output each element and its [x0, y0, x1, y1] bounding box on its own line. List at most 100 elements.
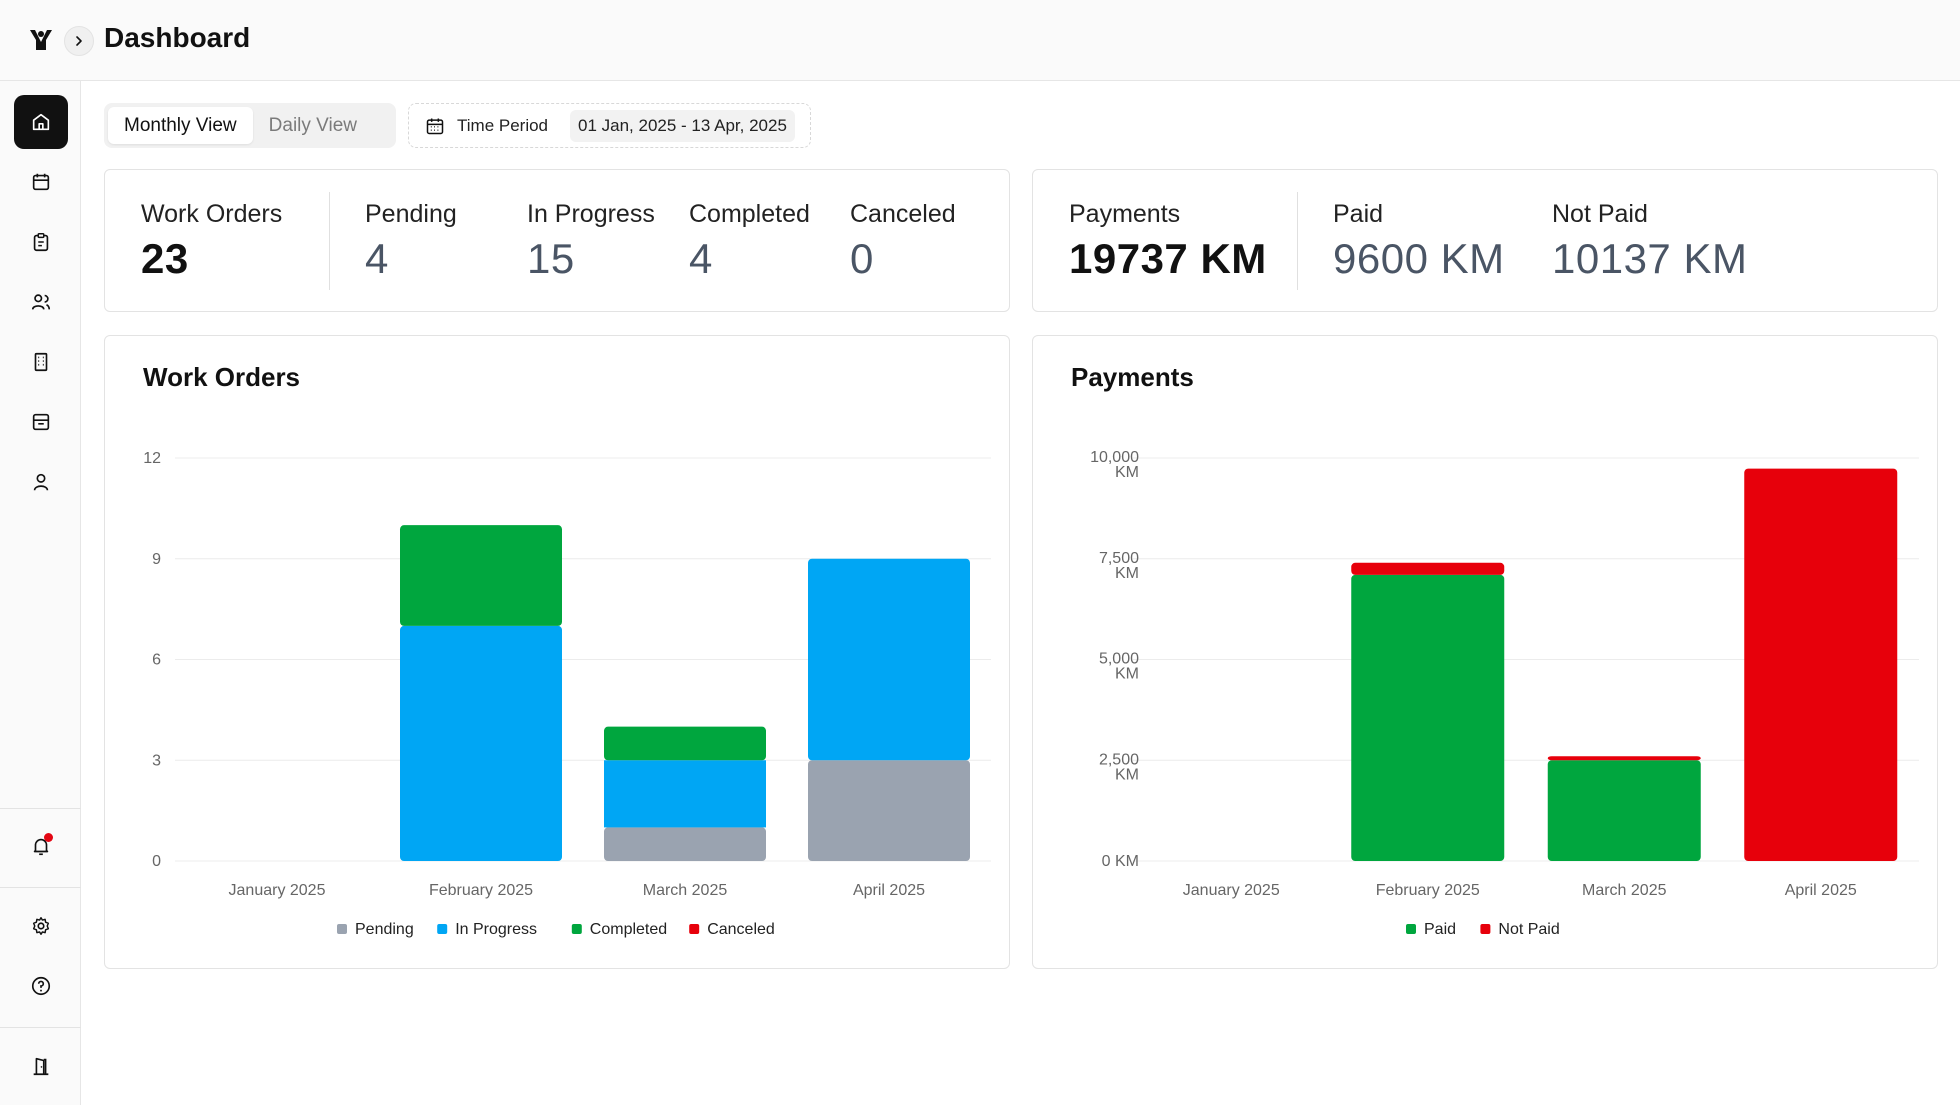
x-tick-label: April 2025	[853, 882, 925, 899]
legend-label[interactable]: Paid	[1424, 921, 1456, 938]
bar-segment[interactable]	[808, 558, 970, 761]
x-tick-label: March 2025	[1582, 882, 1667, 899]
stat-value: 4	[365, 235, 389, 282]
sidebar-item-profile[interactable]	[14, 455, 68, 509]
sidebar-item-calendar[interactable]	[14, 155, 68, 209]
home-icon	[32, 113, 50, 131]
y-tick-label: 0	[152, 853, 161, 870]
app-logo-icon[interactable]	[26, 26, 56, 54]
time-period-value[interactable]: 01 Jan, 2025 - 13 Apr, 2025	[570, 109, 795, 142]
payments-summary-card: Payments 19737 KM Paid 9600 KM Not Paid …	[1032, 169, 1938, 312]
stat-label: Payments	[1069, 200, 1181, 228]
logout-door-icon	[33, 1057, 49, 1076]
sidebar-item-buildings[interactable]	[14, 335, 68, 389]
help-button[interactable]	[14, 959, 68, 1013]
work-orders-chart: 0 3 6 9 12 January 2025 February 2025 March 202…	[143, 450, 991, 938]
x-tick-label: January 2025	[229, 882, 326, 899]
y-tick-label: 10,000 KM	[1090, 449, 1139, 481]
legend-label[interactable]: Completed	[590, 921, 667, 938]
stat-label: Completed	[689, 200, 810, 228]
legend-label[interactable]: In Progress	[455, 921, 537, 938]
notification-dot	[44, 833, 53, 842]
stat-not-paid: Not Paid 10137 KM	[1552, 200, 1747, 283]
stat-label: Not Paid	[1552, 200, 1648, 228]
legend-swatch	[689, 924, 700, 934]
bell-icon	[33, 838, 49, 856]
bar-segment[interactable]	[1547, 756, 1701, 761]
sidebar-divider	[0, 887, 81, 888]
settings-button[interactable]	[14, 899, 68, 953]
x-tick-label: February 2025	[1376, 882, 1480, 899]
bar-segment[interactable]	[400, 625, 562, 861]
logout-button[interactable]	[14, 1039, 68, 1093]
page-title: Dashboard	[104, 22, 251, 53]
y-tick-label: 7,500 KM	[1099, 550, 1139, 582]
clipboard-icon	[33, 233, 49, 252]
legend-label[interactable]: Canceled	[707, 921, 775, 938]
stat-completed: Completed 4	[689, 200, 810, 283]
building-icon	[34, 352, 48, 372]
archive-icon	[32, 413, 50, 431]
sidebar-divider	[0, 1027, 81, 1028]
y-tick-label: 3	[152, 752, 161, 769]
payments-chart-card: Payments 0 KM 2,500 KM 5,000 KM 7,500 KM 10,000…	[1032, 335, 1938, 969]
x-tick-label: April 2025	[1785, 882, 1857, 899]
stat-value: 9600 KM	[1333, 235, 1505, 282]
legend-label[interactable]: Not Paid	[1498, 921, 1559, 938]
payments-total: Payments 19737 KM	[1069, 200, 1267, 283]
stat-in-progress: In Progress 15	[527, 200, 655, 283]
legend-swatch	[1480, 924, 1491, 934]
bar-segment[interactable]	[400, 525, 562, 626]
sidebar	[0, 81, 81, 1105]
sidebar-item-archive[interactable]	[14, 395, 68, 449]
bar-segment[interactable]	[1744, 468, 1898, 861]
legend-label[interactable]: Pending	[355, 921, 414, 938]
notifications-button[interactable]	[14, 819, 68, 873]
work-orders-summary-card: Work Orders 23 Pending 4 In Progress 15 …	[104, 169, 1010, 312]
sidebar-divider	[0, 808, 81, 809]
sidebar-toggle-button[interactable]	[64, 26, 94, 56]
x-tick-label: March 2025	[643, 882, 728, 899]
stat-label: Work Orders	[141, 200, 283, 228]
stat-pending: Pending 4	[365, 200, 457, 283]
view-toggle: Monthly View Daily View	[104, 103, 396, 148]
chevron-right-icon	[76, 36, 82, 46]
daily-view-button[interactable]: Daily View	[268, 114, 358, 136]
user-icon	[33, 473, 49, 491]
bar-segment[interactable]	[604, 760, 766, 828]
bar-segment[interactable]	[1351, 562, 1505, 575]
settings-icon	[32, 917, 50, 935]
bar-segment[interactable]	[604, 827, 766, 861]
sidebar-item-work-orders[interactable]	[14, 215, 68, 269]
y-tick-label: 6	[152, 652, 161, 669]
bar-segment[interactable]	[1547, 760, 1701, 861]
y-tick-label: 2,500 KM	[1099, 751, 1139, 783]
x-tick-label: January 2025	[1183, 882, 1280, 899]
y-tick-label: 9	[152, 551, 161, 568]
monthly-view-button[interactable]: Monthly View	[108, 107, 253, 144]
bar-segment[interactable]	[604, 726, 766, 761]
top-bar: Dashboard	[0, 0, 1960, 81]
calendar-icon	[426, 118, 444, 134]
stat-value: 23	[141, 235, 189, 282]
stat-paid: Paid 9600 KM	[1333, 200, 1505, 283]
stat-canceled: Canceled 0	[850, 200, 956, 283]
sidebar-item-users[interactable]	[14, 275, 68, 329]
work-orders-total: Work Orders 23	[141, 200, 282, 283]
stat-value: 15	[527, 235, 575, 282]
chart-title: Work Orders	[143, 362, 301, 392]
stat-label: Paid	[1333, 200, 1384, 228]
bar-segment[interactable]	[808, 760, 970, 861]
time-period-picker[interactable]: Time Period 01 Jan, 2025 - 13 Apr, 2025	[408, 103, 811, 148]
users-icon	[31, 294, 51, 310]
legend-swatch	[1406, 924, 1416, 934]
help-icon	[31, 976, 51, 996]
work-orders-chart-card: Work Orders 0 3 6 9 12 January 2025 February 2…	[104, 335, 1010, 969]
stat-label: Canceled	[850, 200, 956, 228]
stat-value: 4	[689, 235, 713, 282]
y-tick-label: 5,000 KM	[1099, 651, 1139, 683]
summary-divider	[1297, 192, 1298, 290]
sidebar-item-home[interactable]	[14, 95, 68, 149]
y-tick-label: 0 KM	[1102, 853, 1139, 870]
bar-segment[interactable]	[1351, 574, 1505, 861]
